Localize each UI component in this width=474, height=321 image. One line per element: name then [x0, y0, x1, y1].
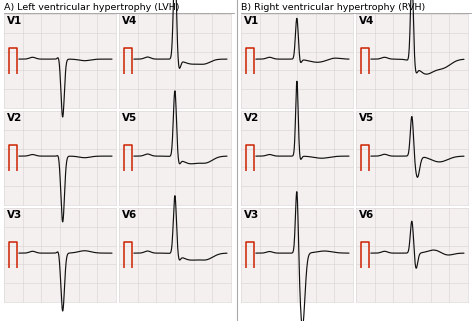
- Text: V1: V1: [7, 16, 22, 26]
- Bar: [4, 208, 116, 302]
- Text: V5: V5: [122, 113, 137, 123]
- Bar: [241, 14, 353, 108]
- Bar: [356, 111, 468, 205]
- Text: V4: V4: [122, 16, 137, 26]
- Bar: [4, 14, 116, 108]
- Bar: [241, 208, 353, 302]
- Text: V3: V3: [244, 210, 259, 220]
- Text: B) Right ventricular hypertrophy (RVH): B) Right ventricular hypertrophy (RVH): [241, 3, 425, 12]
- Bar: [356, 14, 468, 108]
- Text: V6: V6: [122, 210, 137, 220]
- Text: V4: V4: [359, 16, 374, 26]
- Bar: [4, 111, 116, 205]
- Bar: [119, 14, 231, 108]
- Text: V3: V3: [7, 210, 22, 220]
- Bar: [119, 208, 231, 302]
- Bar: [241, 111, 353, 205]
- Text: V5: V5: [359, 113, 374, 123]
- Text: V2: V2: [7, 113, 22, 123]
- Text: A) Left ventricular hypertrophy (LVH): A) Left ventricular hypertrophy (LVH): [4, 3, 180, 12]
- Text: V1: V1: [244, 16, 259, 26]
- Text: V6: V6: [359, 210, 374, 220]
- Bar: [356, 208, 468, 302]
- Text: V2: V2: [244, 113, 259, 123]
- Bar: [119, 111, 231, 205]
